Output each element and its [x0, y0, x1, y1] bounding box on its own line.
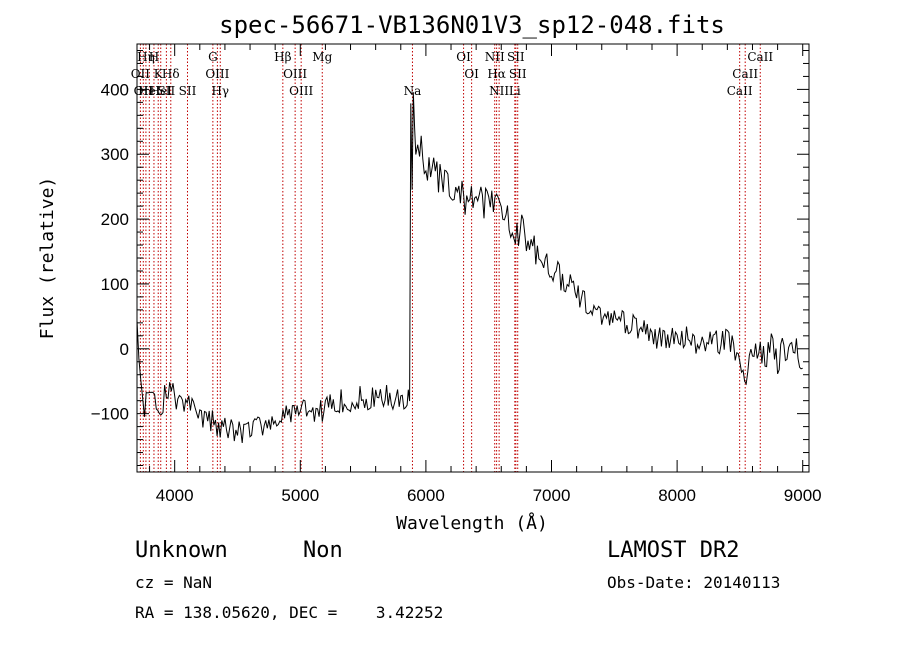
line-marker-label-1: OII	[134, 84, 154, 98]
line-marker-labels: OIIOIIHηHeIHKHeISIIHδSIIGOIIIHγHβOIIIOII…	[131, 50, 774, 98]
line-marker-label-12: Hγ	[211, 84, 229, 98]
subclass-label: Non	[303, 538, 343, 563]
line-marker-label-7: SII	[158, 84, 176, 98]
y-axis-ticks: −100 0 100 200 300 400	[91, 49, 809, 467]
line-marker-label-14: OIII	[283, 67, 307, 81]
line-marker-label-3: HeI	[138, 84, 161, 98]
line-marker-label-15: OIII	[289, 84, 313, 98]
y-tick-label-4: 300	[101, 145, 129, 164]
x-axis-label: Wavelength (Å)	[396, 512, 548, 534]
line-marker-label-8: Hδ	[162, 67, 180, 81]
line-marker-label-18: OI	[456, 50, 471, 64]
line-marker-label-9: SII	[179, 84, 197, 98]
line-marker-label-25: SII	[509, 67, 527, 81]
line-marker-label-0: OII	[131, 67, 151, 81]
line-markers	[139, 44, 761, 472]
line-marker-label-6: HeI	[150, 84, 173, 98]
y-tick-label-5: 400	[101, 80, 129, 99]
x-tick-label-0: 4000	[156, 486, 194, 505]
line-marker-label-26: CaII	[727, 84, 753, 98]
coordinates-line: RA = 138.05620, DEC = 3.42252	[135, 603, 444, 622]
line-marker-label-27: CaII	[732, 67, 758, 81]
line-marker-label-17: Na	[404, 84, 422, 98]
y-tick-label-2: 100	[101, 275, 129, 294]
line-marker-label-5: K	[154, 67, 164, 81]
line-marker-label-22: NII	[489, 84, 509, 98]
class-label: Unknown	[135, 538, 228, 563]
line-marker-label-13: Hβ	[274, 50, 291, 64]
x-tick-label-3: 7000	[533, 486, 571, 505]
chart-title: spec-56671-VB136N01V3_sp12-048.fits	[219, 11, 725, 39]
line-marker-label-24: SII	[507, 50, 525, 64]
line-marker-label-21: Hα	[487, 67, 506, 81]
y-tick-label-3: 200	[101, 210, 129, 229]
line-marker-label-16: Mg	[312, 50, 332, 64]
y-tick-label-0: −100	[91, 405, 129, 424]
y-axis-label: Flux (relative)	[37, 177, 58, 340]
line-marker-label-20: NII	[485, 50, 505, 64]
survey-label: LAMOST DR2	[607, 538, 740, 563]
x-tick-label-2: 6000	[407, 486, 445, 505]
spectrum-line	[136, 92, 803, 444]
x-tick-label-5: 9000	[784, 486, 822, 505]
line-marker-label-2: Hη	[137, 50, 155, 64]
line-marker-label-23: Li	[509, 84, 521, 98]
line-marker-label-11: OIII	[205, 67, 229, 81]
line-marker-label-19: OI	[464, 67, 479, 81]
y-tick-label-1: 0	[120, 340, 129, 359]
obs-date-line: Obs-Date: 20140113	[607, 573, 781, 592]
line-marker-label-10: G	[208, 50, 218, 64]
line-marker-label-4: H	[149, 50, 159, 64]
x-tick-label-4: 8000	[658, 486, 696, 505]
line-marker-label-28: CaII	[747, 50, 773, 64]
redshift-line: cz = NaN	[135, 573, 213, 592]
x-axis-ticks: 4000 5000 6000 7000 8000 9000	[149, 44, 822, 505]
x-tick-label-1: 5000	[281, 486, 319, 505]
plot-frame	[136, 43, 810, 473]
